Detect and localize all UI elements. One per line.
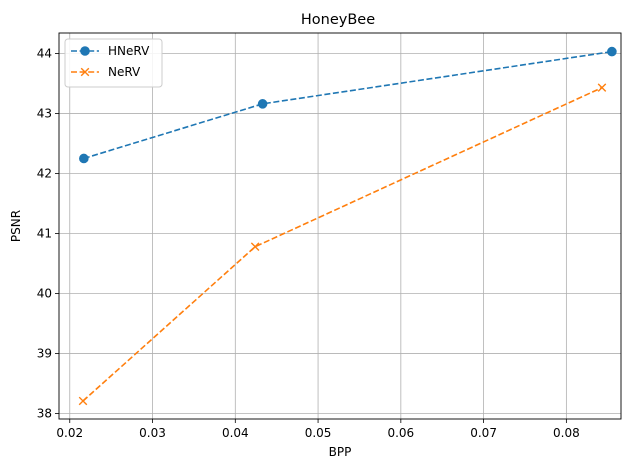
hnerv-data-point [79, 153, 89, 164]
grid [59, 33, 621, 419]
legend: HNeRV NeRV [64, 38, 163, 88]
hnerv-data-point [607, 46, 617, 57]
y-tick-label: 43 [37, 106, 52, 120]
y-tick-label: 41 [37, 227, 52, 241]
nerv-legend-label: NeRV [108, 65, 141, 79]
x-tick-label: 0.08 [553, 426, 580, 440]
y-tick-label: 42 [37, 166, 52, 180]
x-tick-label: 0.03 [139, 426, 166, 440]
y-tick-label: 40 [37, 287, 52, 301]
x-ticks: 0.02 0.03 0.04 0.05 0.06 0.07 0.08 [56, 419, 580, 440]
hnerv-legend-label: HNeRV [108, 44, 150, 58]
series-layer [78, 46, 617, 406]
x-tick-label: 0.04 [222, 426, 249, 440]
y-axis-label: PSNR [9, 210, 23, 242]
hnerv-data-point [257, 99, 268, 109]
hnerv-series-line [83, 50, 613, 160]
x-tick-label: 0.02 [56, 426, 83, 440]
x-tick-label: 0.07 [470, 426, 497, 440]
y-tick-label: 38 [37, 407, 52, 421]
x-tick-label: 0.05 [305, 426, 332, 440]
x-tick-label: 0.06 [387, 426, 414, 440]
y-ticks: 38 39 40 41 42 43 44 [37, 46, 59, 421]
chart-title: HoneyBee [301, 12, 375, 28]
y-tick-label: 39 [37, 347, 52, 361]
hnerv-legend-marker [80, 46, 90, 56]
nerv-data-point [597, 83, 607, 92]
plot-frame [58, 32, 622, 420]
nerv-data-point [78, 396, 88, 406]
y-tick-label: 44 [37, 46, 52, 60]
nerv-legend-marker [80, 67, 90, 77]
nerv-series-line [82, 86, 603, 402]
nerv-data-point [250, 242, 260, 252]
x-axis-label: BPP [329, 445, 352, 459]
